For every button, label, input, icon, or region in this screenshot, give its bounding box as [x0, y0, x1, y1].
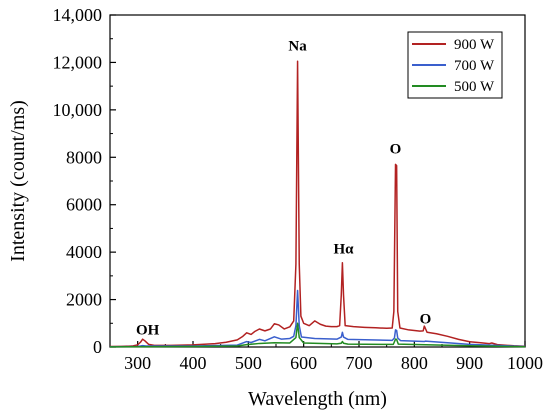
peak-label: O	[420, 311, 432, 327]
y-tick-label: 0	[93, 337, 102, 357]
axes: 300 400 500 600 700 800 900 1000 0 2000 4000 6000 80…	[53, 5, 544, 373]
y-tick-label: 6000	[66, 195, 102, 215]
x-tick-label: 600	[290, 353, 317, 373]
legend-label: 500 W	[454, 79, 495, 95]
legend-label: 900 W	[454, 37, 495, 53]
x-tick-label: 900	[456, 353, 483, 373]
y-axis-title: Intensity (count/ms)	[7, 100, 29, 262]
x-axis-title: Wavelength (nm)	[248, 388, 387, 410]
x-tick-label: 300	[124, 353, 151, 373]
peak-label: OH	[136, 323, 160, 339]
peak-label: O	[390, 142, 402, 158]
legend: 900 W 700 W 500 W	[407, 31, 503, 99]
series-lines	[109, 60, 526, 348]
y-tick-label: 14,000	[53, 5, 103, 25]
x-tick-label: 800	[401, 353, 428, 373]
y-tick-label: 12,000	[53, 52, 103, 72]
series-line-700-w	[109, 289, 526, 348]
peak-label: Hα	[333, 241, 354, 257]
series-line-900-w	[109, 60, 526, 348]
x-tick-label: 1000	[507, 353, 543, 373]
x-tick-label: 500	[235, 353, 262, 373]
x-tick-label: 700	[346, 353, 373, 373]
y-tick-label: 8000	[66, 147, 102, 167]
y-tick-label: 10,000	[53, 100, 103, 120]
y-tick-label: 4000	[66, 242, 102, 262]
peak-annotations: OH Na Hα O O	[136, 39, 431, 339]
series-line-500-w	[109, 322, 526, 348]
peak-label: Na	[288, 39, 307, 55]
y-tick-label: 2000	[66, 290, 102, 310]
legend-label: 700 W	[454, 58, 495, 74]
x-tick-label: 400	[180, 353, 207, 373]
